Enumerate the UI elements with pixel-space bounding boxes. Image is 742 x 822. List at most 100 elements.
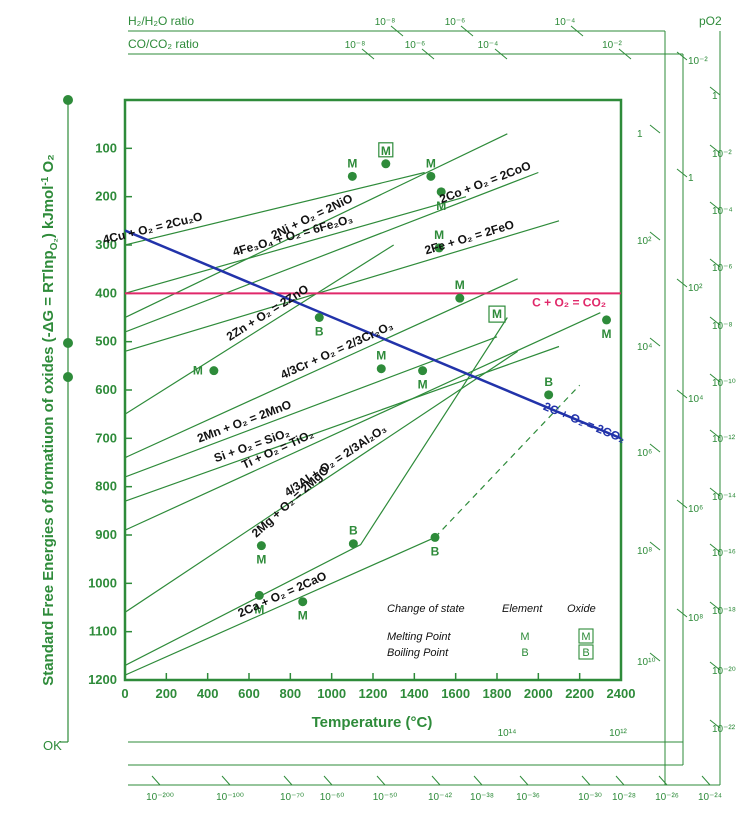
marker-dot [544, 390, 554, 400]
bottom-scale-tick-mark [615, 775, 625, 786]
co-scale-tick-mark [676, 278, 688, 288]
marker-label: B [431, 544, 440, 558]
reaction-label: 2Ca + O₂ = 2CaO [236, 569, 329, 621]
ok-label: OK [43, 738, 62, 753]
x-tick-label: 1600 [441, 686, 470, 701]
marker-label: M [298, 609, 308, 623]
co-scale-tick: 10⁻² [688, 56, 708, 67]
plot-frame [123, 98, 623, 682]
co-scale-tick-mark [676, 168, 688, 178]
po2-tick-mark [709, 719, 721, 729]
bottom-scale-tick-mark [323, 775, 333, 786]
po2-tick-mark [709, 86, 721, 96]
h2-scale-tick-mark [649, 231, 661, 241]
marker-dot [348, 539, 358, 549]
x-tick-label: 1000 [317, 686, 346, 701]
reaction-line [125, 171, 425, 246]
marker-dot [298, 597, 308, 607]
co-ratio-tick: 10⁻⁸ [345, 40, 366, 51]
marker-dot [602, 315, 612, 325]
marker-label: M [254, 602, 264, 616]
legend-boiling-oxide: B [582, 647, 589, 659]
legend-header-oxide: Oxide [567, 603, 596, 615]
legend-boiling-oxide-box [578, 644, 594, 660]
reaction-line [125, 171, 539, 333]
po2-tick: 10⁻¹⁰ [712, 378, 736, 389]
co-scale-tick: 10⁴ [688, 394, 703, 405]
marker-dot [426, 171, 436, 181]
bottom-scale-2-tick: 10⁻³⁰ [578, 792, 602, 803]
co-scale-tick: 10² [688, 283, 703, 294]
y-tick-label: 300 [95, 237, 117, 252]
bottom-scale-2-tick: 10⁻²⁶ [655, 792, 679, 803]
marker-label: M [256, 553, 266, 567]
x-tick-label: 800 [279, 686, 301, 701]
co-scale-tick-mark [676, 389, 688, 399]
marker-dot [256, 541, 266, 551]
reaction-line [125, 278, 518, 459]
axis-ticks: 0 200 400 600 800 1000 1200 1400 1600 1800 2000 220… [88, 140, 635, 701]
bottom-scale-1-tick: 10¹² [609, 728, 627, 739]
marker-dot [376, 364, 386, 374]
reaction-line [125, 317, 508, 667]
y-axis-title-sub: O₂ [49, 238, 60, 250]
bottom-scale-tick-mark [221, 775, 231, 786]
oxide-marker-label: M [492, 307, 502, 321]
bottom-scale-tick-mark [283, 775, 293, 786]
po2-tick: 10⁻¹⁶ [712, 548, 736, 559]
po2-tick: 10⁻¹² [712, 434, 736, 445]
h2-scale-tick-mark [649, 443, 661, 453]
x-tick-label: 2200 [565, 686, 594, 701]
co-ratio-tick-mark [361, 48, 375, 60]
marker-label: M [376, 349, 386, 363]
marker-label: M [418, 378, 428, 392]
po2-tick-mark [709, 661, 721, 671]
y-tick-label: 800 [95, 479, 117, 494]
marker-dot [455, 293, 465, 303]
co-scale-tick-mark [676, 608, 688, 618]
po2-tick: 10⁻²⁰ [712, 666, 736, 677]
y-tick-label: 1100 [89, 624, 117, 639]
h2-ratio-label: H₂/H₂O ratio [128, 14, 194, 28]
marker-dot [381, 159, 391, 169]
oxide-marker-box [488, 305, 506, 323]
po2-tick-mark [709, 144, 721, 154]
marker-dot [209, 366, 219, 376]
po2-tick: 10⁻¹⁸ [712, 606, 736, 617]
marker-dot [430, 532, 440, 542]
marker-label: M [455, 278, 465, 292]
state-markers: M M M M M M B M M M M B M B B M M M [193, 142, 612, 623]
y-tick-label: 1000 [88, 575, 117, 590]
marker-dot [436, 187, 446, 197]
po2-tick-mark [709, 201, 721, 211]
y-tick-label: 200 [95, 189, 117, 204]
legend-melting-label: Melting Point [387, 631, 452, 643]
h2-scale-tick-mark [649, 652, 661, 662]
bottom-scale-2-tick: 10⁻²⁸ [612, 792, 636, 803]
po2-tick-mark [709, 373, 721, 383]
po2-tick: 10⁻⁸ [712, 321, 733, 332]
x-tick-label: 600 [238, 686, 260, 701]
y-axis-title-sup: -1 [40, 176, 51, 185]
reaction-line [125, 220, 560, 352]
co-scale-tick-mark [676, 499, 688, 509]
bottom-scale-2-tick: 10⁻⁵⁰ [373, 792, 398, 803]
marker-label: M [602, 327, 612, 341]
reaction-line [125, 133, 508, 319]
po2-tick-mark [709, 429, 721, 439]
reaction-line [125, 196, 467, 294]
co-ratio-label: CO/CO₂ ratio [128, 37, 199, 51]
h2-scale-tick-mark [649, 337, 661, 347]
h2-scale-tick-mark [649, 541, 661, 551]
po2-tick-mark [709, 258, 721, 268]
h2-ratio-tick-mark [570, 25, 584, 37]
po2-tick-mark [709, 316, 721, 326]
marker-dot [347, 171, 357, 181]
reaction-label: 2Co + O₂ = 2CoO [438, 158, 533, 206]
marker-label: B [544, 375, 553, 389]
co2-line [125, 229, 621, 440]
svg-text:Standard Free Energies of form: Standard Free Energies of formatiuon of … [40, 154, 60, 686]
co-scale-tick-mark [676, 51, 688, 61]
y-tick-label: 400 [95, 285, 117, 300]
legend: Change of state Element Oxide Melting Point… [387, 603, 596, 660]
